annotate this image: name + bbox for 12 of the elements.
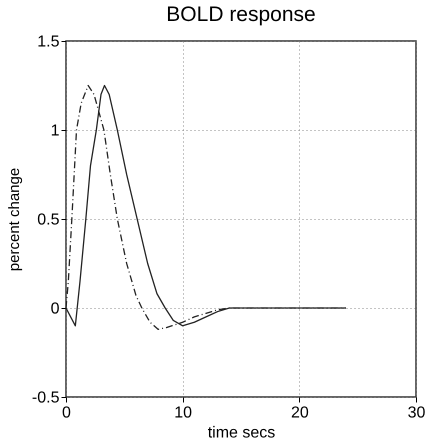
y-axis-title: percent change [6, 168, 23, 272]
y-tick-label: 0.5 [37, 212, 60, 228]
x-tick-label: 10 [174, 404, 192, 422]
x-tick-label: 20 [290, 404, 309, 422]
y-tick-label: -0.5 [32, 390, 60, 406]
y-tick-label: 0 [50, 300, 60, 318]
y-tick-label: 1 [50, 122, 60, 140]
x-tick-label: 0 [62, 404, 72, 422]
x-axis-title: time secs [208, 424, 276, 442]
y-tick-label: 1.5 [37, 34, 60, 50]
chart-title: BOLD response [166, 3, 316, 26]
x-tick-label: 30 [408, 404, 426, 422]
